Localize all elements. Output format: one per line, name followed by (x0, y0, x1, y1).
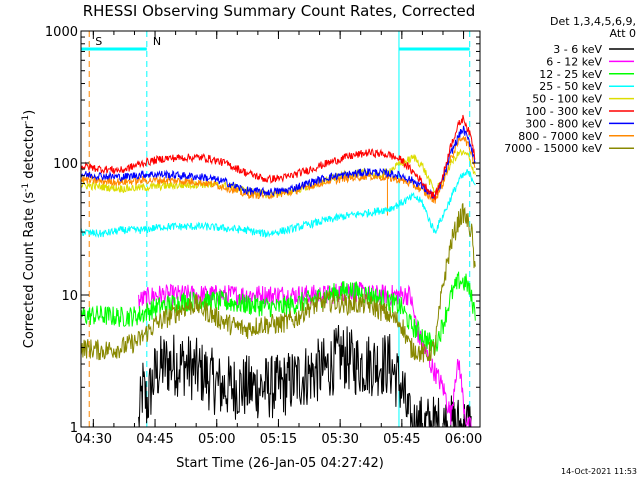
legend-label-6: 300 - 800 keV (525, 117, 602, 130)
y-axis-label: Corrected Count Rate (s-1 detector-1) (21, 110, 37, 348)
legend-label-7: 800 - 7000 keV (518, 130, 602, 143)
y-axis-label-sup-1: -1 (21, 183, 31, 192)
series-line-7000-15000-kev (80, 203, 476, 363)
x-tick-label-4: 05:30 (321, 432, 358, 447)
event-markers (81, 31, 471, 427)
y-axis-label-sup-2: -1 (21, 115, 31, 124)
x-tick-label-5: 05:45 (383, 432, 420, 447)
x-tick-label-6: 06:00 (445, 432, 482, 447)
legend-label-1: 6 - 12 keV (546, 55, 602, 68)
chart-title: RHESSI Observing Summary Count Rates, Co… (83, 2, 476, 20)
x-tick-label-3: 05:15 (260, 432, 297, 447)
legend-label-4: 50 - 100 keV (532, 93, 602, 106)
legend-label-0: 3 - 6 keV (553, 43, 602, 56)
plot-area (80, 30, 481, 428)
legend-label-8: 7000 - 15000 keV (504, 142, 602, 155)
series-line-100-300-kev (80, 114, 476, 200)
x-axis: 04:30 04:45 05:00 05:15 05:30 05:45 06:00 (75, 31, 482, 447)
legend-label-2: 12 - 25 keV (539, 68, 602, 81)
series-line-25-50-kev (80, 169, 476, 239)
series-line-6-12-kev (138, 281, 472, 428)
series-line-300-800-kev (80, 125, 476, 199)
x-tick-label-2: 05:00 (198, 432, 235, 447)
legend-header-line-2: Att 0 (610, 27, 636, 40)
y-tick-label-2: 100 (53, 157, 78, 172)
y-tick-label-0: 1 (70, 421, 78, 436)
legend-label-3: 25 - 50 keV (539, 80, 602, 93)
y-tick-label-3: 1000 (45, 25, 78, 40)
x-tick-label-0: 04:30 (75, 432, 112, 447)
y-axis-label-main: Corrected Count Rate (s (22, 192, 37, 349)
annotation-0: S (95, 35, 102, 48)
y-axis-label-end: ) (22, 110, 37, 115)
y-axis-label-mid: detector (22, 123, 37, 183)
legend-label-5: 100 - 300 keV (525, 105, 602, 118)
legend-header-line-1: Det 1,3,4,5,6,9, (550, 15, 636, 28)
y-axis: 1 10 100 1000 (45, 25, 480, 436)
x-tick-label-1: 04:45 (136, 432, 173, 447)
x-axis-label: Start Time (26-Jan-05 04:27:42) (176, 456, 384, 471)
series-line-12-25-kev (80, 271, 476, 356)
timestamp: 14-Oct-2021 11:53 (561, 467, 637, 476)
plot-frame (80, 30, 481, 428)
annotation-1: N (153, 35, 161, 48)
y-tick-label-1: 10 (61, 289, 78, 304)
